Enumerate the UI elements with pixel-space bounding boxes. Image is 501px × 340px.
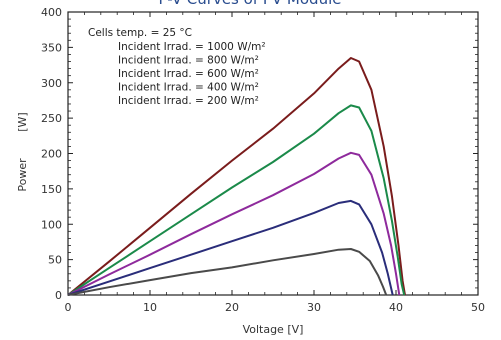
x-tick-label: 10 bbox=[143, 301, 157, 314]
x-tick-label: 30 bbox=[307, 301, 321, 314]
x-tick-label: 40 bbox=[389, 301, 403, 314]
x-tick-label: 20 bbox=[225, 301, 239, 314]
legend-entry: Incident Irrad. = 800 W/m² bbox=[118, 55, 259, 67]
legend-entry: Incident Irrad. = 400 W/m² bbox=[118, 82, 259, 94]
legend-entry: Incident Irrad. = 200 W/m² bbox=[118, 95, 259, 107]
y-tick-label: 350 bbox=[41, 41, 62, 54]
x-tick-label: 0 bbox=[65, 301, 72, 314]
axes: 0 10 20 30 40 50 0 50 100 150 200 250 300 350 400 bbox=[41, 6, 485, 314]
y-axis-unit: [W] bbox=[16, 112, 29, 131]
legend: Cells temp. = 25 °C Incident Irrad. = 100… bbox=[88, 27, 266, 107]
x-axis-label: Voltage [V] bbox=[243, 323, 304, 336]
y-tick-label: 150 bbox=[41, 183, 62, 196]
y-tick-label: 400 bbox=[41, 6, 62, 19]
series-group bbox=[67, 57, 406, 296]
legend-entry: Incident Irrad. = 600 W/m² bbox=[118, 68, 259, 80]
legend-header: Cells temp. = 25 °C bbox=[88, 27, 192, 39]
series-line-1 bbox=[67, 104, 406, 296]
series-line-2 bbox=[67, 151, 401, 296]
x-tick-label: 50 bbox=[471, 301, 485, 314]
series-line-4 bbox=[67, 248, 388, 296]
series-line-3 bbox=[67, 199, 394, 296]
y-tick-label: 100 bbox=[41, 218, 62, 231]
y-tick-label: 300 bbox=[41, 77, 62, 90]
y-tick-label: 200 bbox=[41, 148, 62, 161]
y-tick-label: 50 bbox=[48, 254, 62, 267]
y-tick-label: 250 bbox=[41, 112, 62, 125]
legend-entry: Incident Irrad. = 1000 W/m² bbox=[118, 41, 266, 53]
y-tick-label: 0 bbox=[55, 289, 62, 302]
y-axis-label: Power bbox=[16, 158, 29, 192]
chart-title: P-V Curves of PV Module bbox=[159, 0, 342, 8]
series-line-0 bbox=[67, 57, 406, 296]
